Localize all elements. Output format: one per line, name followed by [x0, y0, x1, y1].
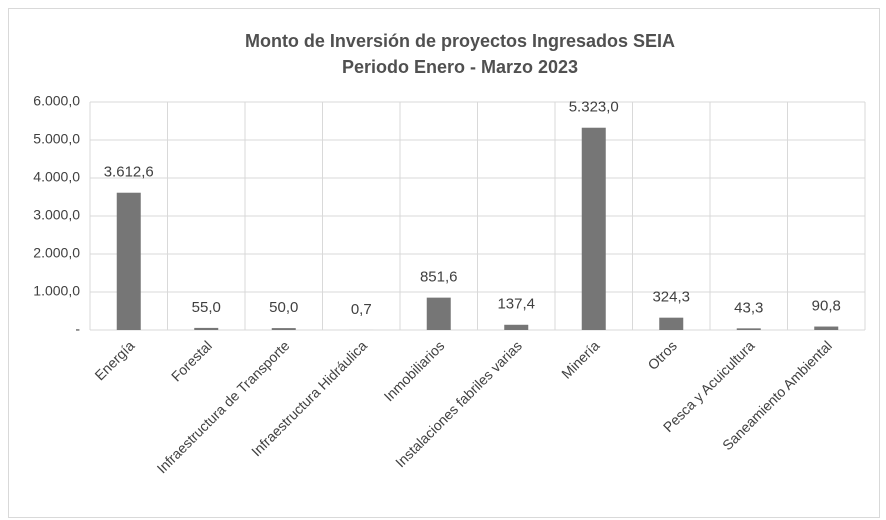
y-tick-label: 5.000,0 [33, 131, 80, 147]
y-tick-label: 3.000,0 [33, 207, 80, 223]
y-tick-label: 4.000,0 [33, 169, 80, 185]
data-label: 0,7 [351, 301, 372, 318]
data-label: 55,0 [192, 299, 221, 316]
data-label: 5.323,0 [569, 99, 619, 116]
bar [426, 297, 451, 330]
chart-subtitle: Periodo Enero - Marzo 2023 [342, 57, 578, 77]
chart-title: Monto de Inversión de proyectos Ingresad… [245, 31, 675, 51]
bar [814, 326, 839, 330]
data-label: 137,4 [497, 296, 535, 313]
bar [116, 192, 141, 330]
bar [736, 328, 761, 330]
bar [581, 127, 606, 330]
bar [271, 328, 296, 330]
data-label: 90,8 [812, 298, 841, 315]
y-tick-label: 2.000,0 [33, 245, 80, 261]
data-label: 324,3 [652, 289, 690, 306]
bar [504, 324, 529, 330]
y-tick-label: 1.000,0 [33, 283, 80, 299]
data-label: 3.612,6 [104, 164, 154, 181]
y-tick-label: 6.000,0 [33, 93, 80, 109]
y-tick-label: - [75, 321, 80, 337]
data-label: 851,6 [420, 269, 458, 286]
chart-frame [8, 8, 880, 518]
data-label: 50,0 [269, 299, 298, 316]
data-label: 43,3 [734, 299, 763, 316]
bar [659, 317, 684, 330]
bar [194, 327, 219, 330]
